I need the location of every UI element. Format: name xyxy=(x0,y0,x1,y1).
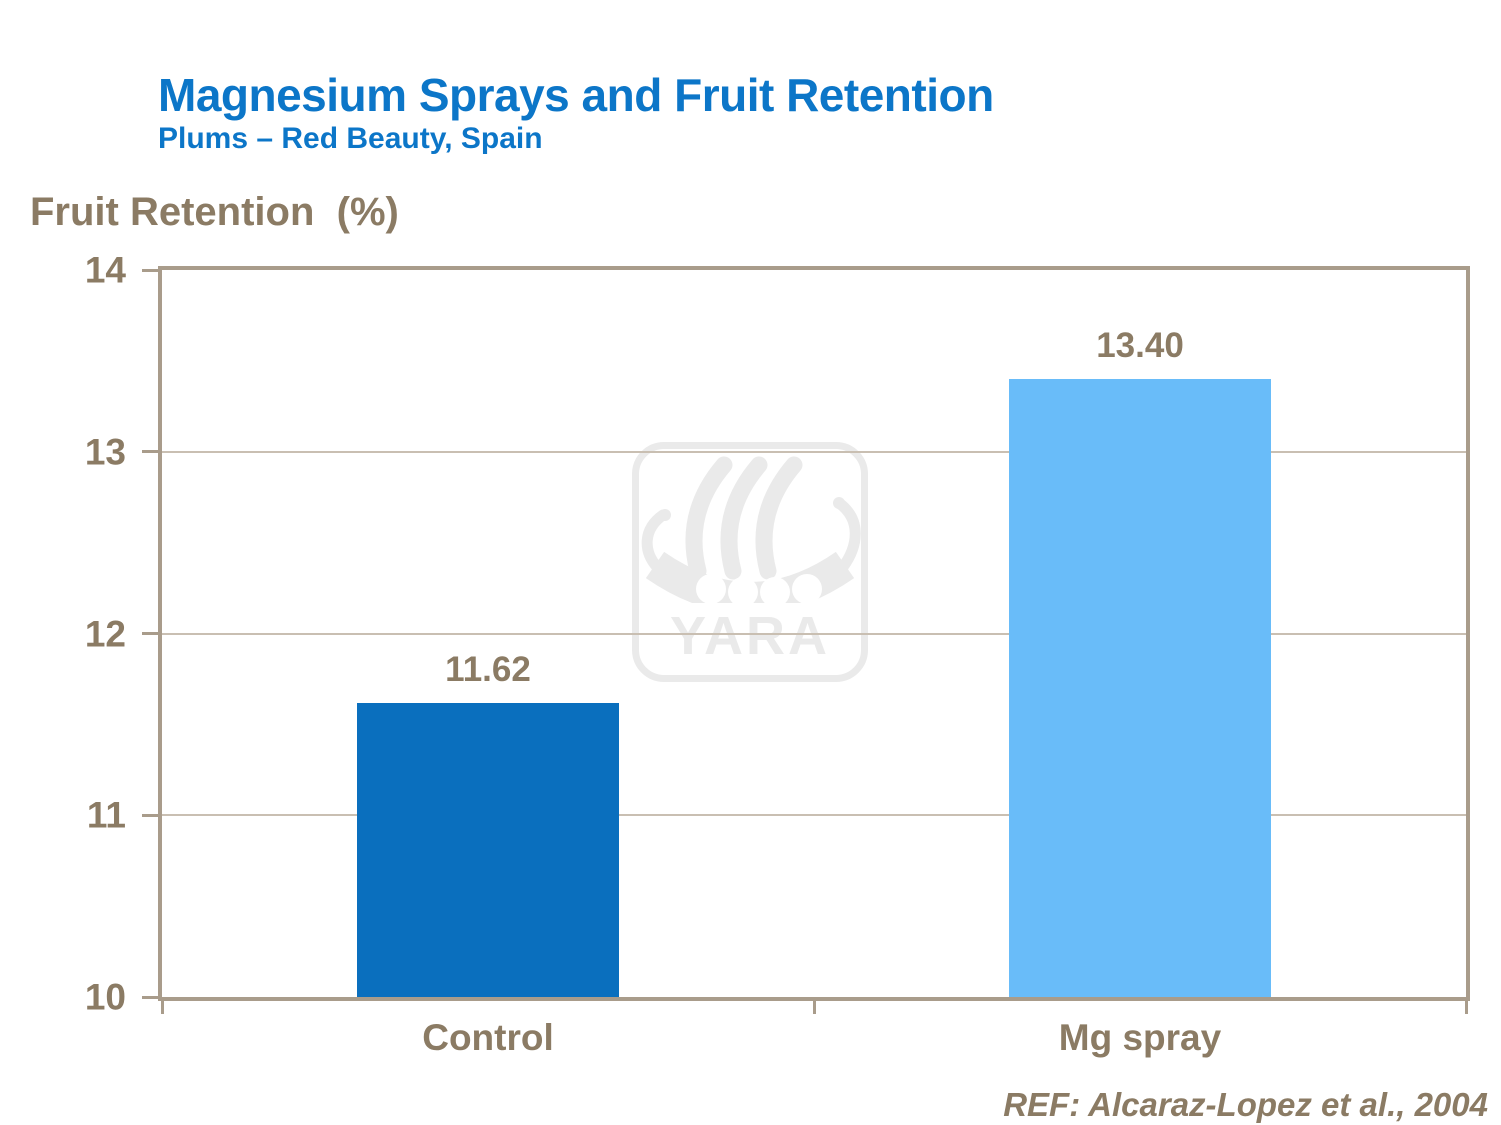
yara-viking-ship-icon xyxy=(641,456,861,603)
y-tick-mark xyxy=(142,632,158,635)
x-tick-mark xyxy=(812,1000,816,1014)
x-tick-mark xyxy=(1464,1000,1468,1014)
bar-mg-spray xyxy=(1009,379,1271,997)
y-tick-mark xyxy=(142,450,158,454)
y-tick-label: 10 xyxy=(84,976,126,1018)
y-tick-mark xyxy=(142,268,158,272)
y-tick-mark xyxy=(142,813,158,817)
bar-value-label: 13.40 xyxy=(1096,326,1184,366)
y-tick-label: 13 xyxy=(84,431,126,473)
x-tick-mark xyxy=(160,1000,164,1014)
reference-text: REF: Alcaraz-Lopez et al., 2004 xyxy=(1003,1086,1488,1123)
slide-title: Magnesium Sprays and Fruit Retention xyxy=(158,69,994,121)
grid-line xyxy=(162,814,1466,817)
bar-control xyxy=(357,702,619,997)
y-tick-mark xyxy=(142,995,158,999)
category-label: Control xyxy=(422,1017,554,1058)
y-tick-label: 14 xyxy=(84,249,126,291)
y-tick-label: 12 xyxy=(84,613,126,654)
grid-line xyxy=(162,450,1466,453)
yara-watermark: YARA xyxy=(632,442,868,682)
grid-line xyxy=(162,632,1466,635)
category-label: Mg spray xyxy=(1058,1017,1222,1058)
y-axis-title: Fruit Retention (%) xyxy=(30,190,399,234)
chart-plot-area xyxy=(158,266,1470,1001)
bar-value-label: 11.62 xyxy=(445,649,531,689)
y-tick-label: 11 xyxy=(86,794,126,836)
yara-wordmark: YARA xyxy=(669,606,831,666)
slide-subtitle: Plums – Red Beauty, Spain xyxy=(158,122,543,155)
